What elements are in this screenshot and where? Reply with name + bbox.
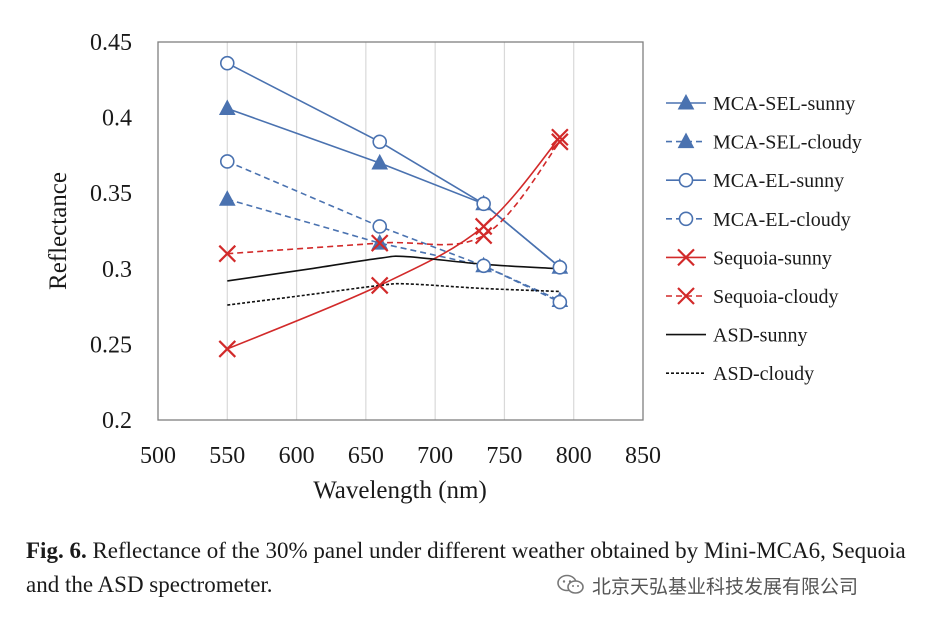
x-tick-label: 850: [625, 443, 661, 469]
data-point-sequoia-cloudy: [370, 234, 389, 252]
x-axis-label: Wavelength (nm): [313, 477, 487, 504]
y-tick-label: 0.2: [102, 408, 132, 434]
x-tick-label: 600: [279, 443, 315, 469]
data-point-mca-el-sunny: [372, 134, 388, 150]
series-line-mca-el-cloudy: [226, 160, 561, 303]
data-point-sequoia-sunny: [218, 340, 237, 358]
data-point-sequoia-sunny: [474, 217, 493, 236]
data-point-mca-el-cloudy: [372, 219, 388, 234]
legend-marker-sequoia-cloudy: [677, 287, 695, 305]
grid-lines: [226, 42, 575, 420]
data-point-mca-sel-sunny: [218, 99, 236, 116]
legend-label-sequoia-cloudy: Sequoia-cloudy: [713, 286, 839, 308]
series-line-mca-sel-cloudy: [227, 198, 561, 302]
plot-frame: [157, 41, 644, 421]
x-tick-label: 700: [417, 443, 453, 469]
figure-caption: Fig. 6. Reflectance of the 30% panel und…: [26, 534, 926, 602]
data-point-sequoia-sunny: [551, 128, 569, 147]
data-point-mca-el-sunny: [476, 196, 491, 212]
legend-marker-mca-el-sunny: [678, 172, 694, 188]
series-line-mca-sel-sunny: [227, 107, 561, 268]
x-tick-label: 550: [209, 443, 245, 469]
legend-marker-sequoia-sunny: [677, 248, 695, 267]
data-point-mca-el-cloudy: [219, 154, 235, 169]
series-line-sequoia-sunny: [226, 136, 561, 350]
series-line-asd-sunny: [227, 255, 560, 282]
legend-label-mca-sel-sunny: MCA-SEL-sunny: [713, 93, 855, 115]
legend-marker-mca-sel-cloudy: [677, 132, 695, 149]
data-point-mca-el-cloudy: [476, 258, 491, 274]
y-tick-label: 0.3: [102, 257, 132, 283]
series-line-mca-el-sunny: [226, 62, 561, 268]
y-tick-label: 0.4: [102, 106, 132, 132]
data-point-sequoia-cloudy: [474, 226, 493, 245]
reflectance-chart: 0.2 0.25 0.3 0.35 0.4 0.45 500 550 600 650 700 750…: [45, 30, 862, 504]
series-line-asd-cloudy: [227, 282, 560, 306]
y-tick-label: 0.35: [90, 181, 132, 207]
series-lines: [226, 62, 561, 350]
caption-label: Fig. 6.: [26, 538, 87, 563]
x-tick-label: 650: [348, 443, 384, 469]
legend-label-sequoia-sunny: Sequoia-sunny: [713, 247, 832, 269]
data-point-sequoia-sunny: [370, 276, 389, 295]
legend-label-mca-el-sunny: MCA-EL-sunny: [713, 170, 844, 192]
data-point-mca-sel-sunny: [371, 153, 389, 170]
y-axis-ticks: 0.2 0.25 0.3 0.35 0.4 0.45: [90, 30, 132, 434]
legend-label-asd-sunny: ASD-sunny: [713, 325, 807, 347]
data-point-sequoia-cloudy: [218, 244, 237, 263]
wechat-icon: [557, 574, 584, 594]
y-axis-label: Reflectance: [45, 172, 72, 290]
legend-label-mca-el-cloudy: MCA-EL-cloudy: [713, 209, 851, 231]
data-point-mca-sel-cloudy: [218, 190, 236, 206]
x-tick-label: 750: [486, 443, 522, 469]
data-point-sequoia-cloudy: [551, 133, 569, 151]
watermark: 北京天弘基业科技发展有限公司: [556, 570, 858, 600]
legend-marker-mca-el-cloudy: [678, 211, 694, 227]
x-tick-label: 500: [140, 443, 176, 469]
y-tick-label: 0.45: [90, 30, 132, 56]
data-point-mca-el-sunny: [219, 55, 235, 71]
data-point-mca-el-sunny: [552, 259, 568, 275]
data-point-mca-el-cloudy: [552, 294, 568, 310]
legend-marker-mca-sel-sunny: [677, 93, 695, 110]
caption-text: Reflectance of the 30% panel under diffe…: [26, 538, 906, 597]
x-tick-label: 800: [556, 443, 592, 469]
x-axis-ticks: 500 550 600 650 700 750 800 850: [140, 443, 661, 469]
legend-label-mca-sel-cloudy: MCA-SEL-cloudy: [713, 132, 862, 154]
y-tick-label: 0.25: [90, 332, 132, 358]
watermark-text: 北京天弘基业科技发展有限公司: [592, 575, 859, 598]
legend-label-asd-cloudy: ASD-cloudy: [713, 363, 814, 385]
legend: MCA-SEL-sunny MCA-SEL-cloudy MCA-EL-sunny M…: [666, 93, 862, 385]
series-line-sequoia-cloudy: [227, 141, 561, 255]
series-markers: [218, 55, 569, 358]
